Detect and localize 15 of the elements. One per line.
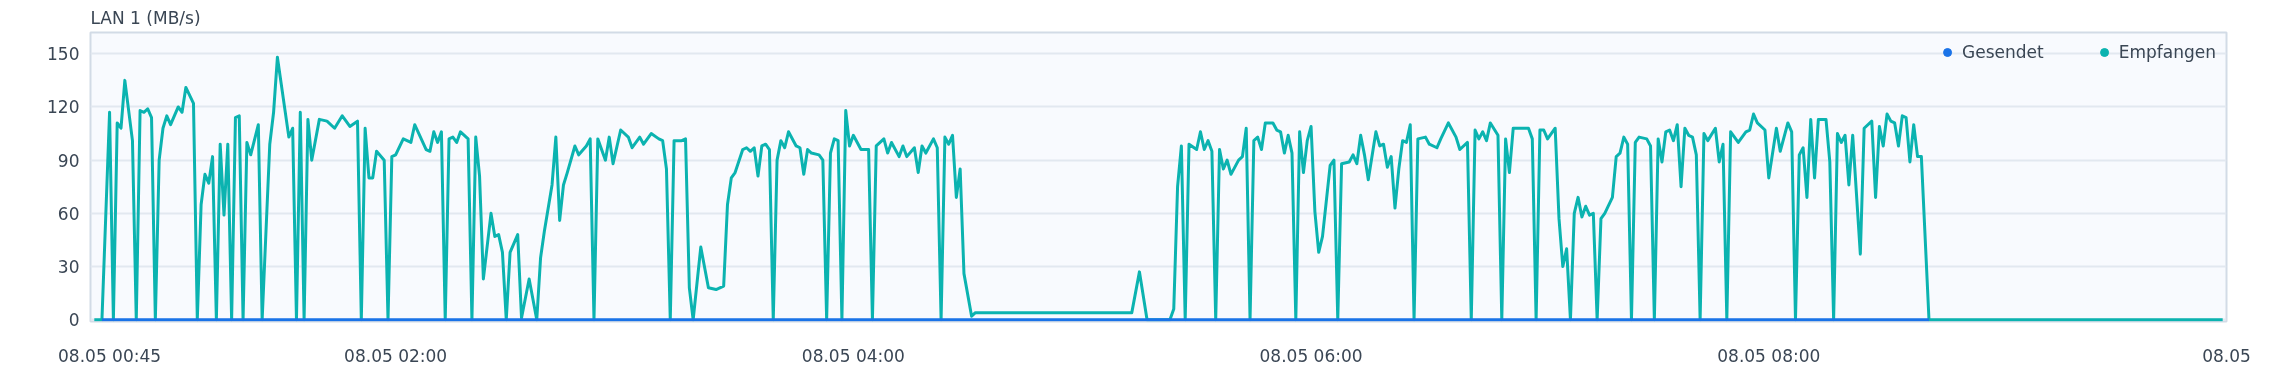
x-tick-label: 08.05 00:45 <box>58 345 162 366</box>
chart-title: LAN 1 (MB/s) <box>90 7 201 28</box>
x-tick-label: 08.05 <box>2202 345 2251 366</box>
x-tick-label: 08.05 06:00 <box>1259 345 1363 366</box>
y-tick-label: 60 <box>57 203 80 224</box>
legend-label: Gesendet <box>1962 42 2044 62</box>
y-tick-label: 30 <box>57 257 80 278</box>
y-tick-label: 0 <box>68 310 80 331</box>
x-tick-label: 08.05 04:00 <box>801 345 905 366</box>
x-tick-label: 08.05 08:00 <box>1717 345 1821 366</box>
y-tick-label: 120 <box>47 97 80 118</box>
x-tick-label: 08.05 02:00 <box>344 345 448 366</box>
y-tick-label: 90 <box>57 150 80 171</box>
legend-label: Empfangen <box>2118 42 2216 62</box>
y-tick-label: 150 <box>47 44 80 65</box>
